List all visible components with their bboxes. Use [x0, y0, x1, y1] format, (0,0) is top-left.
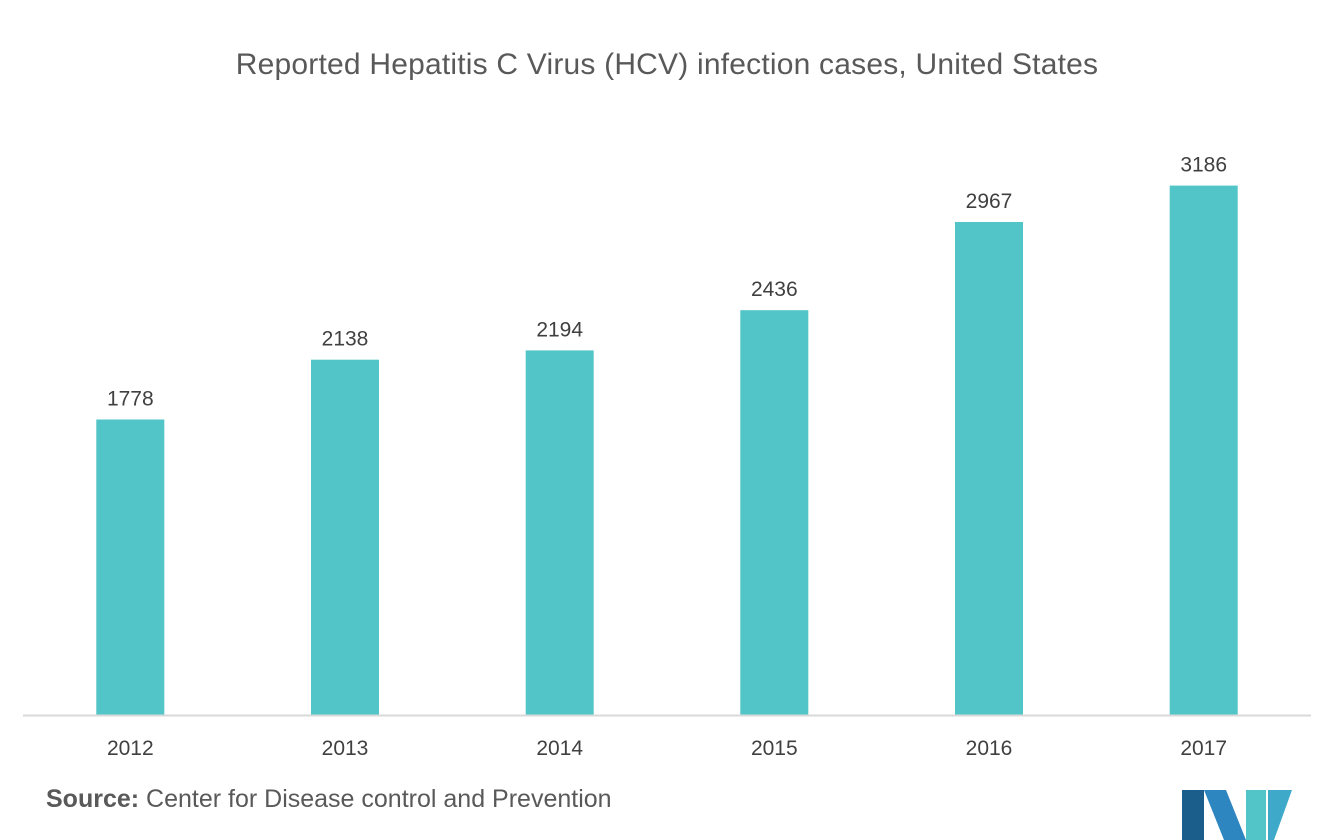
x-tick-label-2016: 2016	[966, 737, 1013, 760]
data-label-2017: 3186	[1180, 154, 1227, 177]
bar-2013	[311, 359, 379, 715]
x-tick-label-2014: 2014	[536, 737, 583, 760]
bar-2015	[740, 310, 809, 715]
source-note: Source: Center for Disease control and P…	[46, 785, 612, 814]
source-label: Source:	[46, 785, 140, 813]
bar-2017	[1169, 185, 1238, 716]
data-label-2014: 2194	[536, 318, 583, 341]
data-label-2016: 2967	[966, 190, 1013, 213]
data-label-2015: 2436	[751, 278, 798, 301]
x-tick-label-2013: 2013	[322, 737, 369, 760]
bar-2016	[955, 222, 1023, 715]
company-logo-icon	[1182, 790, 1292, 840]
data-label-2013: 2138	[322, 328, 369, 351]
bar-2014	[525, 350, 594, 715]
x-tick-label-2017: 2017	[1180, 737, 1227, 760]
bar-2012	[96, 419, 165, 715]
data-label-2012: 1778	[107, 388, 154, 411]
chart-title: Reported Hepatitis C Virus (HCV) infecti…	[235, 48, 1099, 81]
source-text: Center for Disease control and Preventio…	[139, 785, 612, 813]
x-tick-label-2012: 2012	[107, 737, 154, 760]
bar-chart: 1778 2012 2138 2013 2194 2014 2436 2015 2967 2016…	[23, 154, 1311, 760]
x-tick-label-2015: 2015	[751, 737, 798, 760]
